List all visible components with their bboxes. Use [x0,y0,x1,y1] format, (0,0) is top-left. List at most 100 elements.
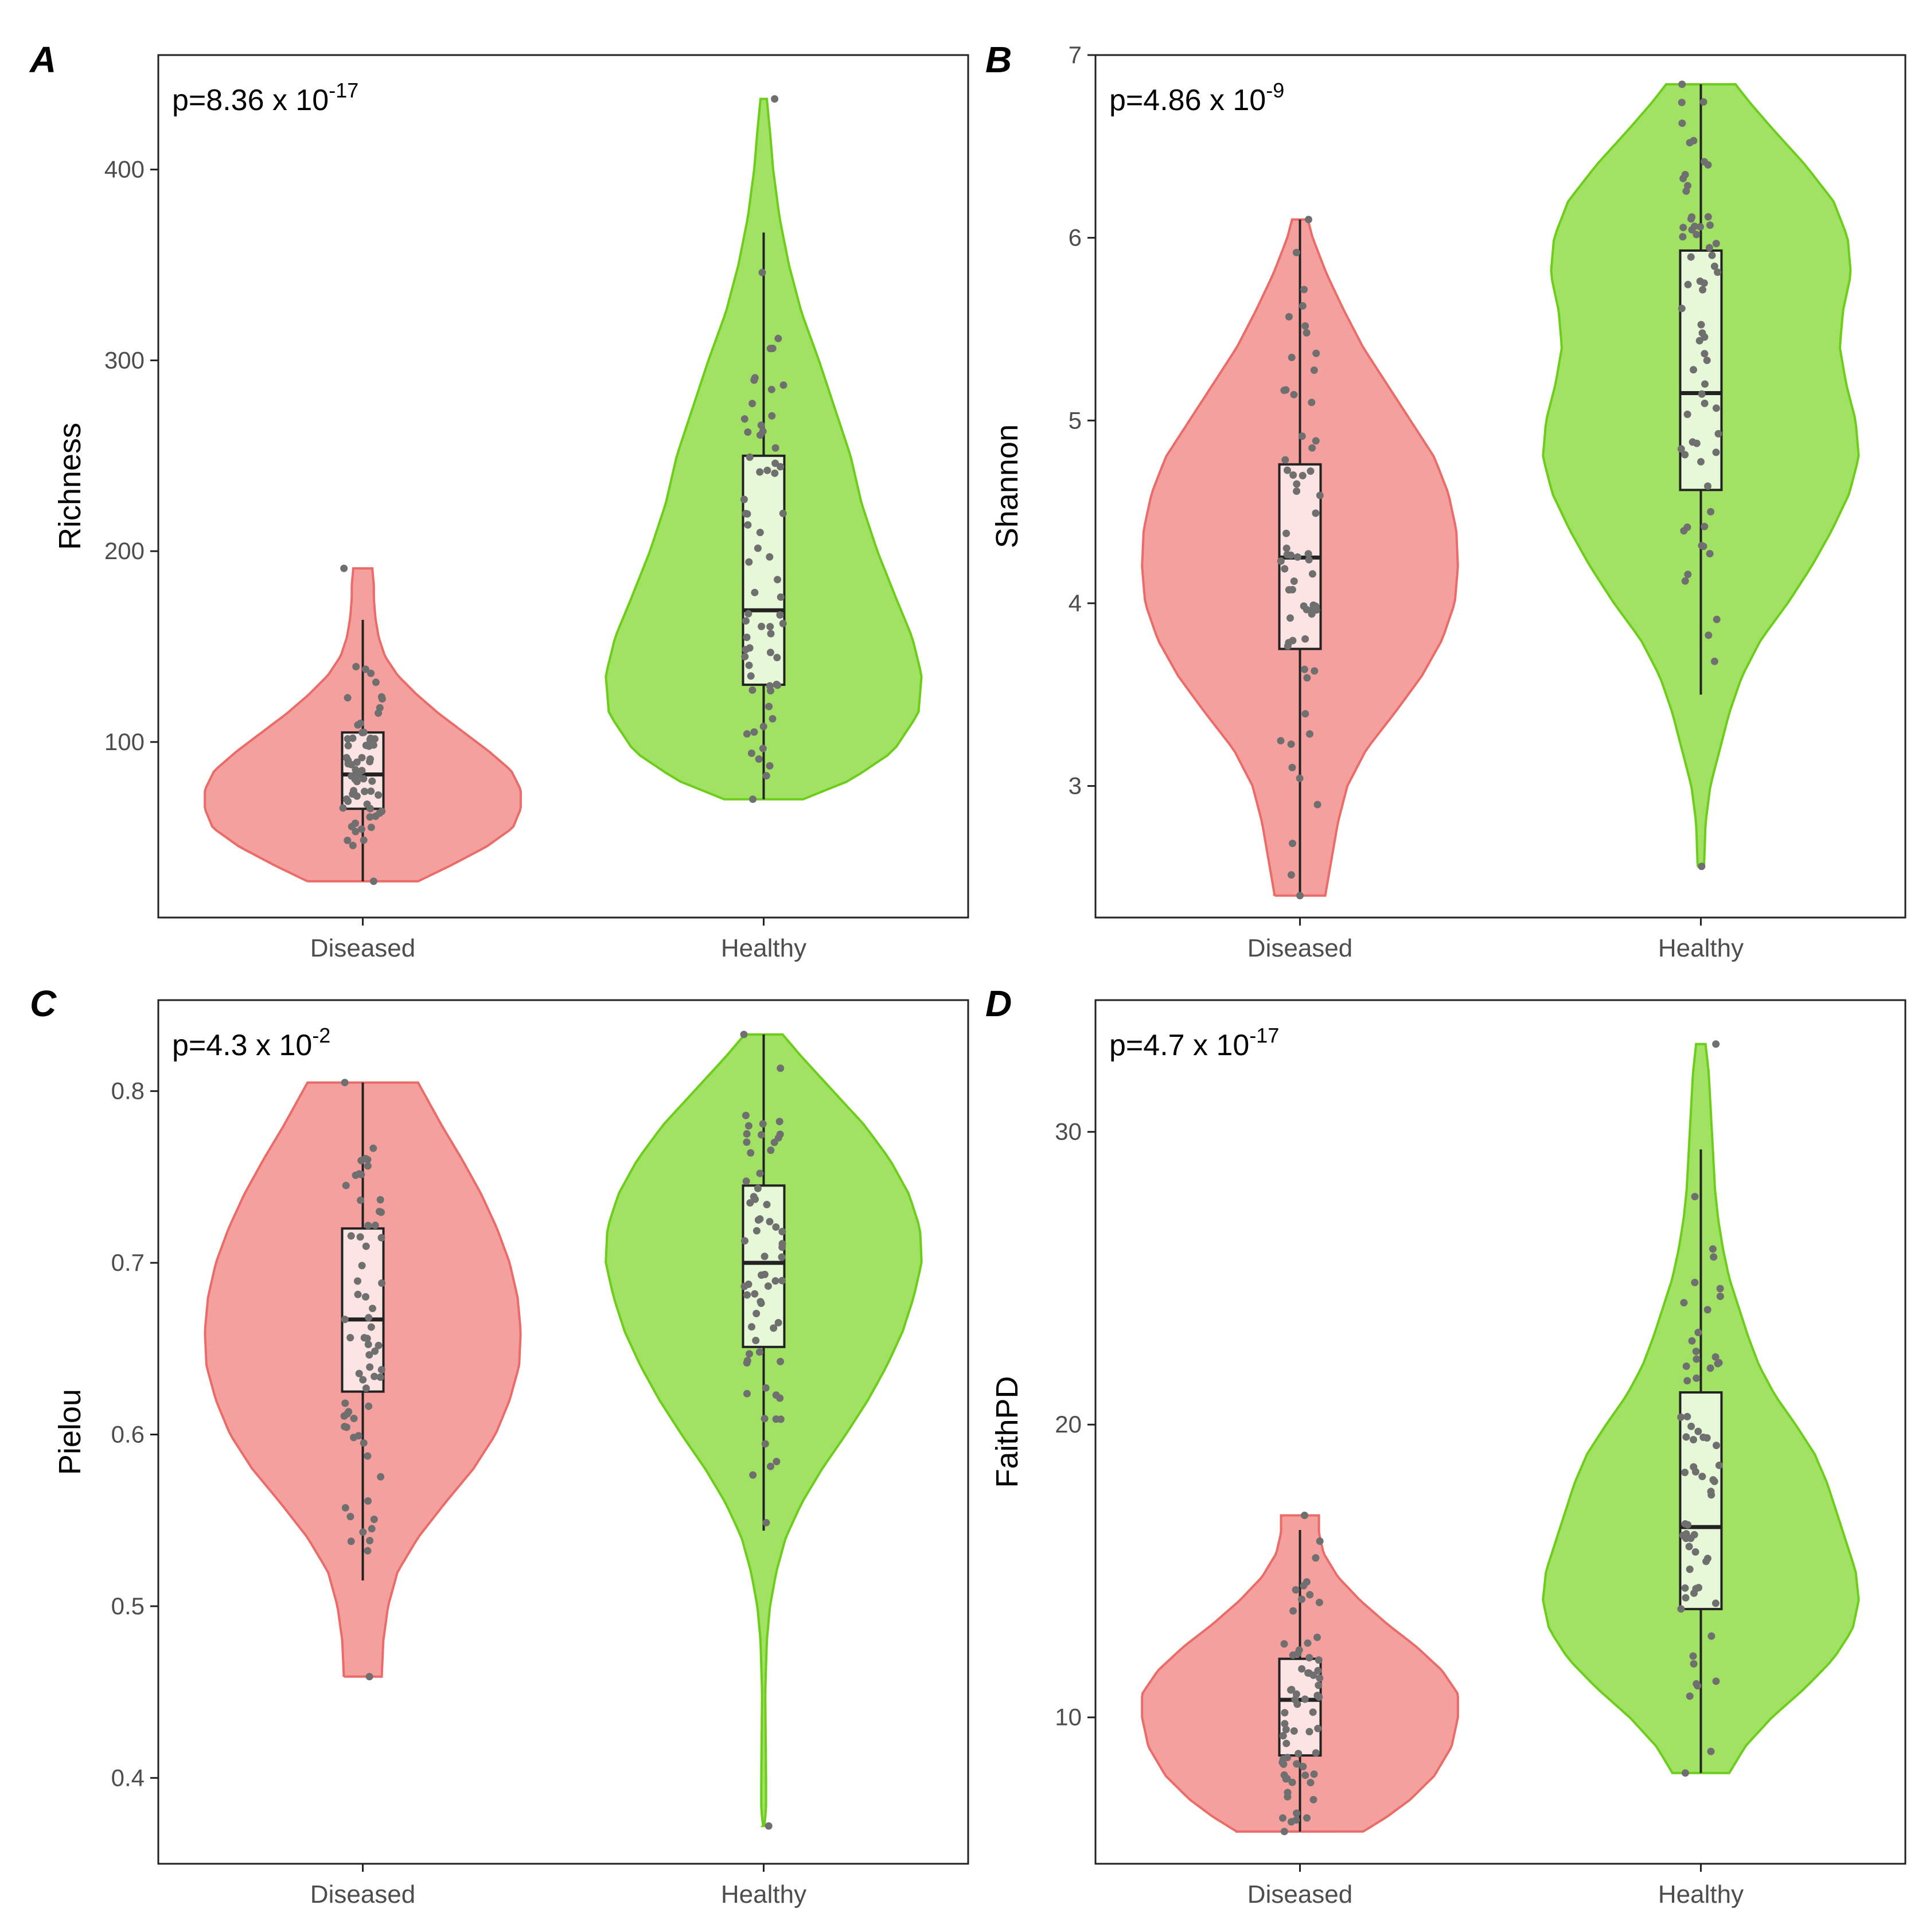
data-point [1315,1598,1323,1606]
data-point [358,754,366,762]
p-value-annotation: p=4.86 x 10-9 [1109,79,1284,117]
data-point [1699,286,1707,294]
data-point [366,805,374,813]
data-point [778,1277,786,1285]
data-point [777,1064,785,1072]
data-point [1296,892,1304,900]
data-point [1677,1605,1685,1613]
data-point [1282,1726,1290,1734]
data-point [1710,657,1718,665]
data-point [1701,399,1709,407]
data-point [1681,451,1689,459]
data-point [769,345,777,352]
data-point [342,1181,350,1189]
data-point [1701,522,1709,530]
data-point [1301,1512,1308,1519]
y-tick-label: 0.7 [111,1249,145,1276]
data-point [1697,321,1705,329]
data-point [344,760,352,768]
data-point [1714,1360,1722,1368]
p-value-exponent: -17 [329,79,358,102]
data-point [1694,1427,1702,1435]
data-point [1701,158,1709,166]
data-point [743,633,751,641]
data-point [346,1513,354,1521]
data-point [1307,467,1315,475]
data-point [1690,366,1697,374]
data-point [359,1528,367,1536]
data-point [1305,216,1312,224]
data-point [1707,1632,1715,1640]
data-point [1685,1543,1693,1551]
data-point [1686,1692,1694,1700]
data-point [771,469,779,477]
data-point [772,1223,780,1231]
data-point [1300,286,1308,294]
data-point [1698,1473,1706,1481]
data-point [756,529,764,536]
data-point [747,750,755,757]
data-point [1707,1747,1715,1755]
data-point [1281,1720,1289,1728]
data-point [758,622,766,630]
data-point [349,734,357,742]
data-point [1301,635,1309,643]
data-point [1680,527,1688,535]
data-point [1682,1433,1690,1441]
data-point [1682,1594,1690,1602]
data-point [1310,366,1318,374]
data-point [1710,1253,1718,1261]
data-point [750,728,758,736]
data-point [1710,1477,1718,1485]
panel-letter: D [985,983,1012,1024]
data-point [366,735,375,742]
data-point [1707,508,1715,516]
data-point [1316,491,1324,499]
y-tick-label: 4 [1069,590,1082,616]
y-axis-label: Shannon [990,424,1024,548]
p-value-exponent: -2 [312,1024,330,1047]
data-point [762,1519,770,1527]
data-point [1312,437,1320,445]
data-point [344,797,352,805]
data-point [1298,1665,1306,1673]
data-point [366,755,374,763]
data-point [362,1293,369,1301]
data-point [756,1215,764,1223]
data-point [759,1120,767,1128]
data-point [1691,1548,1699,1556]
data-point [1290,391,1298,399]
panel-letter: B [985,39,1012,80]
data-point [372,678,380,686]
y-tick-label: 30 [1055,1118,1082,1145]
data-point [1683,411,1691,418]
data-point [1316,1674,1324,1682]
data-point [1711,1599,1720,1607]
data-point [755,1348,763,1356]
data-point [1303,329,1311,337]
data-point [1286,614,1294,622]
data-point [1282,1739,1290,1747]
data-point [371,1221,379,1230]
x-tick-label: Diseased [310,1880,415,1908]
violin-diseased [1141,1512,1459,1836]
data-point [1312,509,1320,517]
data-point [1701,350,1709,358]
data-point [1715,1461,1723,1469]
data-point [348,822,356,830]
data-point [1681,577,1689,585]
data-point [761,1415,769,1423]
data-point [771,95,779,103]
data-point [378,807,386,815]
violin-diseased [1141,216,1459,900]
data-point [1703,1306,1711,1314]
data-point [375,709,383,717]
data-point [776,1130,784,1138]
data-point [341,1399,349,1407]
plot-frame [1094,999,1906,1865]
data-point [1284,1754,1291,1762]
data-point [774,334,782,342]
data-point [375,791,383,799]
data-point [1688,1337,1696,1345]
plot-frame [157,999,969,1865]
